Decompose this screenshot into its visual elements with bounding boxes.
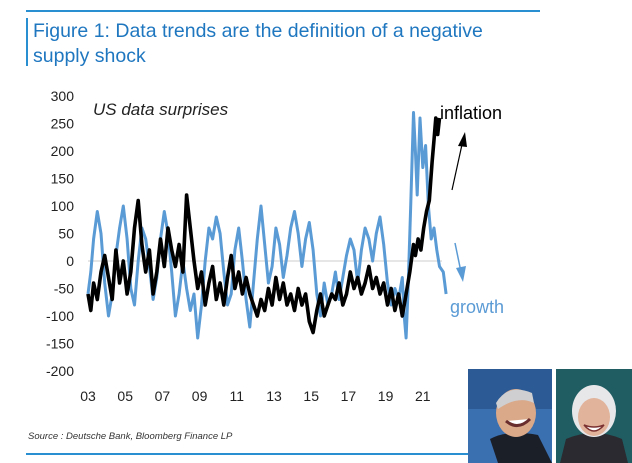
- series-line-inflation: [86, 116, 442, 335]
- y-tick-label: -150: [46, 336, 74, 352]
- x-tick-label: 11: [230, 388, 245, 404]
- series-label-growth: growth: [450, 297, 504, 317]
- y-tick-label: -100: [46, 308, 74, 324]
- x-tick-label: 19: [378, 388, 394, 404]
- x-tick-label: 13: [266, 388, 282, 404]
- y-tick-label: 0: [66, 253, 74, 269]
- y-tick-label: 150: [51, 171, 75, 187]
- title-rule: [26, 10, 540, 12]
- y-tick-label: -50: [54, 281, 74, 297]
- title-accent-bar: [26, 18, 28, 66]
- x-tick-label: 03: [80, 388, 96, 404]
- y-tick-label: -200: [46, 363, 74, 379]
- x-tick-label: 15: [303, 388, 319, 404]
- y-tick-label: 200: [51, 143, 75, 159]
- growth-arrow: [454, 242, 466, 282]
- x-tick-label: 07: [155, 388, 171, 404]
- series-lines: [86, 111, 448, 340]
- y-axis: 300 250 200 150 100 50 0 -50 -100 -150 -200: [46, 88, 74, 379]
- source-note: Source : Deutsche Bank, Bloomberg Financ…: [28, 431, 233, 442]
- figure-title: Figure 1: Data trends are the definition…: [33, 20, 483, 67]
- x-tick-label: 21: [415, 388, 431, 404]
- y-tick-label: 250: [51, 116, 75, 132]
- chart-annotation: US data surprises: [93, 100, 229, 119]
- photo-woman-laughing: [556, 369, 632, 463]
- x-tick-label: 17: [341, 388, 357, 404]
- inflation-arrow: [451, 132, 467, 191]
- x-tick-label: 05: [117, 388, 133, 404]
- bottom-rule: [26, 453, 468, 455]
- y-tick-label: 300: [51, 88, 75, 104]
- series-label-inflation: inflation: [440, 103, 502, 123]
- x-axis: 03 05 07 09 11 13 15 17 19 21: [80, 388, 431, 404]
- photo-man-laughing: [468, 369, 552, 463]
- y-tick-label: 100: [51, 198, 75, 214]
- y-tick-label: 50: [58, 226, 74, 242]
- x-tick-label: 09: [192, 388, 208, 404]
